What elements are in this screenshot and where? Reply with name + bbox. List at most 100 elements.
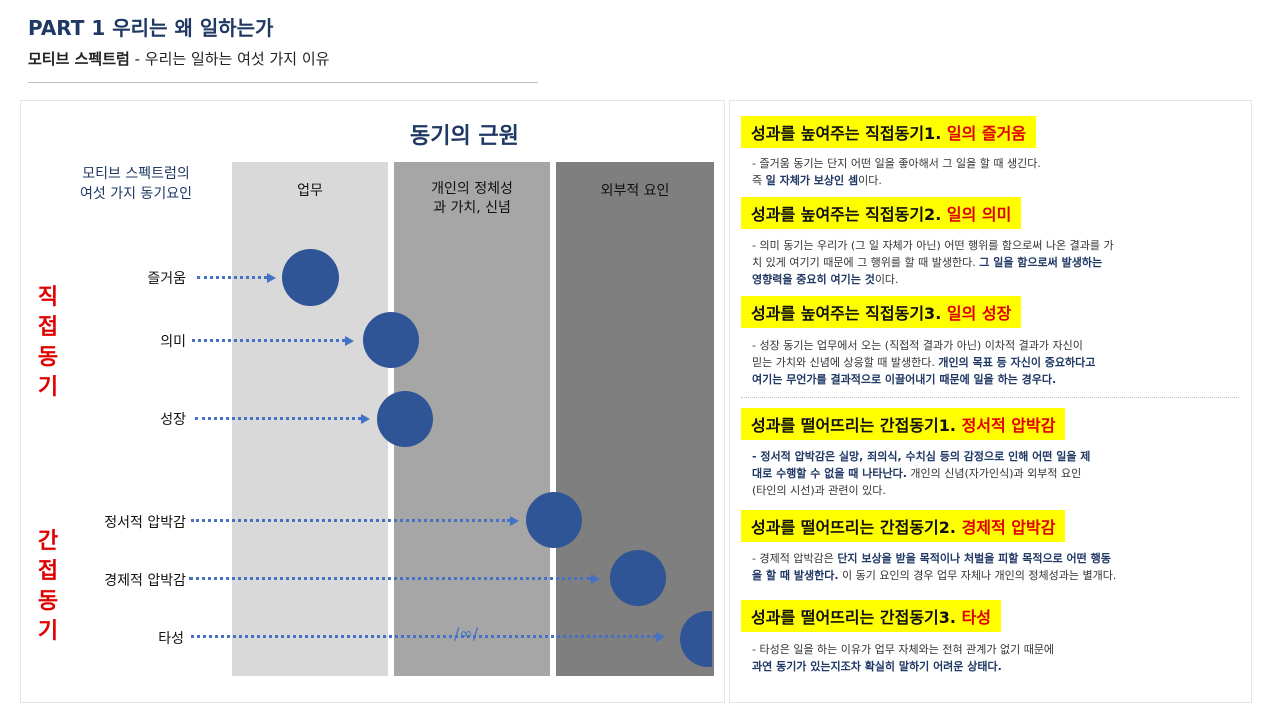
arrow-head-inertia: [656, 632, 665, 642]
header-divider: [28, 82, 538, 83]
body-emphasis: - 정서적 압박감은 실망, 죄의식, 수치심 등의 감정으로 인해 어떤 일을…: [752, 450, 1091, 463]
diagram-title: 동기의 근원: [410, 124, 519, 149]
section-body-line: 을 할 때 발생한다. 이 동기 요인의 경우 업무 자체나 개인의 정체성과는…: [752, 567, 1232, 584]
dot-economic-pressure: [610, 550, 666, 606]
group-direct-char: 기: [37, 375, 59, 400]
arrow-head-meaning: [345, 336, 354, 346]
section-title-prefix: 성과를 높여주는 직접동기3.: [751, 304, 947, 323]
group-label-direct: 직 접 동 기: [33, 283, 63, 403]
body-emphasis: 단지 보상을 받을 목적이나 처벌을 피할 목적으로 어떤 행동: [837, 552, 1111, 565]
arrow-emotional-pressure: [191, 519, 510, 522]
column-header-external: 외부적 요인: [600, 183, 670, 199]
group-direct-char: 동: [37, 345, 59, 370]
row-label-growth: 성장: [160, 412, 186, 428]
infinity-break-symbol: /∞/: [454, 624, 479, 643]
body-text: 이다.: [858, 174, 882, 187]
row-label-emotional-pressure: 정서적 압박감: [104, 515, 186, 531]
section-body-emotional-pressure: - 정서적 압박감은 실망, 죄의식, 수치심 등의 감정으로 인해 어떤 일을…: [752, 448, 1232, 499]
body-text: 개인의 신념(자가인식)과 외부적 요인: [906, 467, 1082, 480]
body-text: - 경제적 압박감은: [752, 552, 838, 565]
row-label-meaning: 의미: [160, 334, 186, 350]
column-header-work: 업무: [297, 183, 323, 199]
arrow-meaning: [192, 339, 345, 342]
section-title-inertia: 성과를 떨어뜨리는 간접동기3. 타성: [741, 600, 1002, 632]
section-body-line: 과연 동기가 있는지조차 확실히 말하기 어려운 상태다.: [752, 658, 1232, 675]
section-body-line: (타인의 시선)과 관련이 있다.: [752, 484, 886, 497]
arrow-growth: [195, 417, 361, 420]
section-title-emotional-pressure: 성과를 떨어뜨리는 간접동기1. 정서적 압박감: [741, 408, 1066, 440]
dot-emotional-pressure: [526, 492, 582, 548]
subtitle-bold: 모티브 스펙트럼: [28, 50, 130, 68]
section-title-enjoyment: 성과를 높여주는 직접동기1. 일의 즐거움: [741, 116, 1037, 148]
section-title-prefix: 성과를 높여주는 직접동기2.: [751, 205, 947, 224]
body-emphasis: 여기는 무언가를 결과적으로 이끌어내기 때문에 일을 하는 경우다.: [752, 373, 1057, 386]
arrow-economic-pressure: [189, 577, 591, 580]
body-text: 즉: [752, 174, 766, 187]
group-direct-char: 접: [37, 315, 59, 340]
dot-growth: [377, 391, 433, 447]
arrow-head-economic-pressure: [591, 574, 600, 584]
arrow-enjoyment: [197, 276, 267, 279]
dot-enjoyment: [282, 249, 339, 306]
body-text: 이다.: [874, 273, 899, 286]
section-title-highlight: 타성: [961, 608, 992, 627]
column-header-identity-line-1: 개인의 정체성: [431, 181, 513, 197]
section-title-highlight: 정서적 압박감: [961, 416, 1056, 435]
arrow-head-growth: [361, 414, 370, 424]
section-body-line: 대로 수행할 수 없을 때 나타난다. 개인의 신념(자가인식)과 외부적 요인: [752, 465, 1232, 482]
section-body-growth: - 성장 동기는 업무에서 오는 (직접적 결과가 아닌) 이차적 결과가 자신…: [752, 337, 1232, 388]
group-indirect-char: 접: [37, 559, 59, 584]
section-title-highlight: 일의 즐거움: [946, 124, 1027, 143]
group-indirect-char: 기: [37, 619, 59, 644]
section-title-highlight: 경제적 압박감: [961, 518, 1056, 537]
spectrum-label-line-1: 모티브 스펙트럼의: [82, 166, 190, 182]
spectrum-label: 모티브 스펙트럼의 여섯 가지 동기요인: [52, 164, 220, 204]
body-text: 치 있게 여기기 때문에 그 행위를 할 때 발생한다.: [752, 256, 980, 269]
group-indirect-char: 동: [37, 589, 59, 614]
body-emphasis: 을 할 때 발생한다.: [752, 569, 839, 582]
body-emphasis: 그 일을 함으로써 발생하는: [979, 256, 1103, 269]
body-emphasis: 개인의 목표 등 자신이 중요하다고: [938, 356, 1096, 369]
body-emphasis: 영향력을 중요히 여기는 것: [752, 273, 875, 286]
section-body-economic-pressure: - 경제적 압박감은 단지 보상을 받을 목적이나 처벌을 피할 목적으로 어떤…: [752, 550, 1232, 584]
dot-inertia-clip: [680, 611, 712, 667]
arrow-inertia: [191, 635, 656, 638]
body-emphasis: 일 자체가 보상인 셈: [765, 174, 859, 187]
section-body-line: 여기는 무언가를 결과적으로 이끌어내기 때문에 일을 하는 경우다.: [752, 371, 1232, 388]
section-body-meaning: - 의미 동기는 우리가 (그 일 자체가 아닌) 어떤 행위를 함으로써 나온…: [752, 237, 1232, 288]
section-body-enjoyment: - 즐거움 동기는 단지 어떤 일을 좋아해서 그 일을 할 때 생긴다. 즉 …: [752, 155, 1232, 189]
body-text: 믿는 가치와 신념에 상응할 때 발생한다.: [752, 356, 939, 369]
body-emphasis: 대로 수행할 수 없을 때 나타난다.: [752, 467, 907, 480]
column-header-identity-line-2: 과 가치, 신념: [433, 200, 511, 216]
arrow-head-enjoyment: [267, 273, 276, 283]
section-body-line: - 성장 동기는 업무에서 오는 (직접적 결과가 아닌) 이차적 결과가 자신…: [752, 339, 1083, 352]
section-body-line: - 타성은 일을 하는 이유가 업무 자체와는 전혀 관계가 없기 때문에: [752, 643, 1055, 656]
body-emphasis: 과연 동기가 있는지조차 확실히 말하기 어려운 상태다.: [752, 660, 1002, 673]
section-body-inertia: - 타성은 일을 하는 이유가 업무 자체와는 전혀 관계가 없기 때문에 과연…: [752, 641, 1232, 675]
column-identity: 개인의 정체성 과 가치, 신념: [394, 162, 550, 676]
group-direct-char: 직: [37, 285, 59, 310]
section-body-line: 영향력을 중요히 여기는 것이다.: [752, 271, 1232, 288]
section-title-meaning: 성과를 높여주는 직접동기2. 일의 의미: [741, 197, 1022, 229]
section-title-prefix: 성과를 떨어뜨리는 간접동기1.: [751, 416, 962, 435]
group-indirect-char: 간: [37, 529, 59, 554]
section-divider: [741, 397, 1239, 398]
section-title-prefix: 성과를 높여주는 직접동기1.: [751, 124, 947, 143]
section-body-line: - 즐거움 동기는 단지 어떤 일을 좋아해서 그 일을 할 때 생긴다.: [752, 157, 1041, 170]
body-text: 이 동기 요인의 경우 업무 자체나 개인의 정체성과는 별개다.: [838, 569, 1117, 582]
section-body-line: 치 있게 여기기 때문에 그 행위를 할 때 발생한다. 그 일을 함으로써 발…: [752, 254, 1232, 271]
section-body-line: - 의미 동기는 우리가 (그 일 자체가 아닌) 어떤 행위를 함으로써 나온…: [752, 239, 1114, 252]
section-body-line: 즉 일 자체가 보상인 셈이다.: [752, 172, 1232, 189]
row-label-inertia: 타성: [158, 631, 184, 647]
section-title-highlight: 일의 의미: [946, 205, 1012, 224]
section-title-growth: 성과를 높여주는 직접동기3. 일의 성장: [741, 296, 1022, 328]
column-header-identity: 개인의 정체성 과 가치, 신념: [394, 180, 550, 218]
dot-inertia: [680, 611, 712, 667]
section-title-highlight: 일의 성장: [946, 304, 1012, 323]
arrow-head-emotional-pressure: [510, 516, 519, 526]
section-title-prefix: 성과를 떨어뜨리는 간접동기2.: [751, 518, 962, 537]
spectrum-label-line-2: 여섯 가지 동기요인: [80, 186, 192, 202]
page-title: PART 1 우리는 왜 일하는가: [28, 16, 274, 40]
subtitle-rest: - 우리는 일하는 여섯 가지 이유: [129, 50, 330, 68]
group-label-indirect: 간 접 동 기: [33, 527, 63, 647]
